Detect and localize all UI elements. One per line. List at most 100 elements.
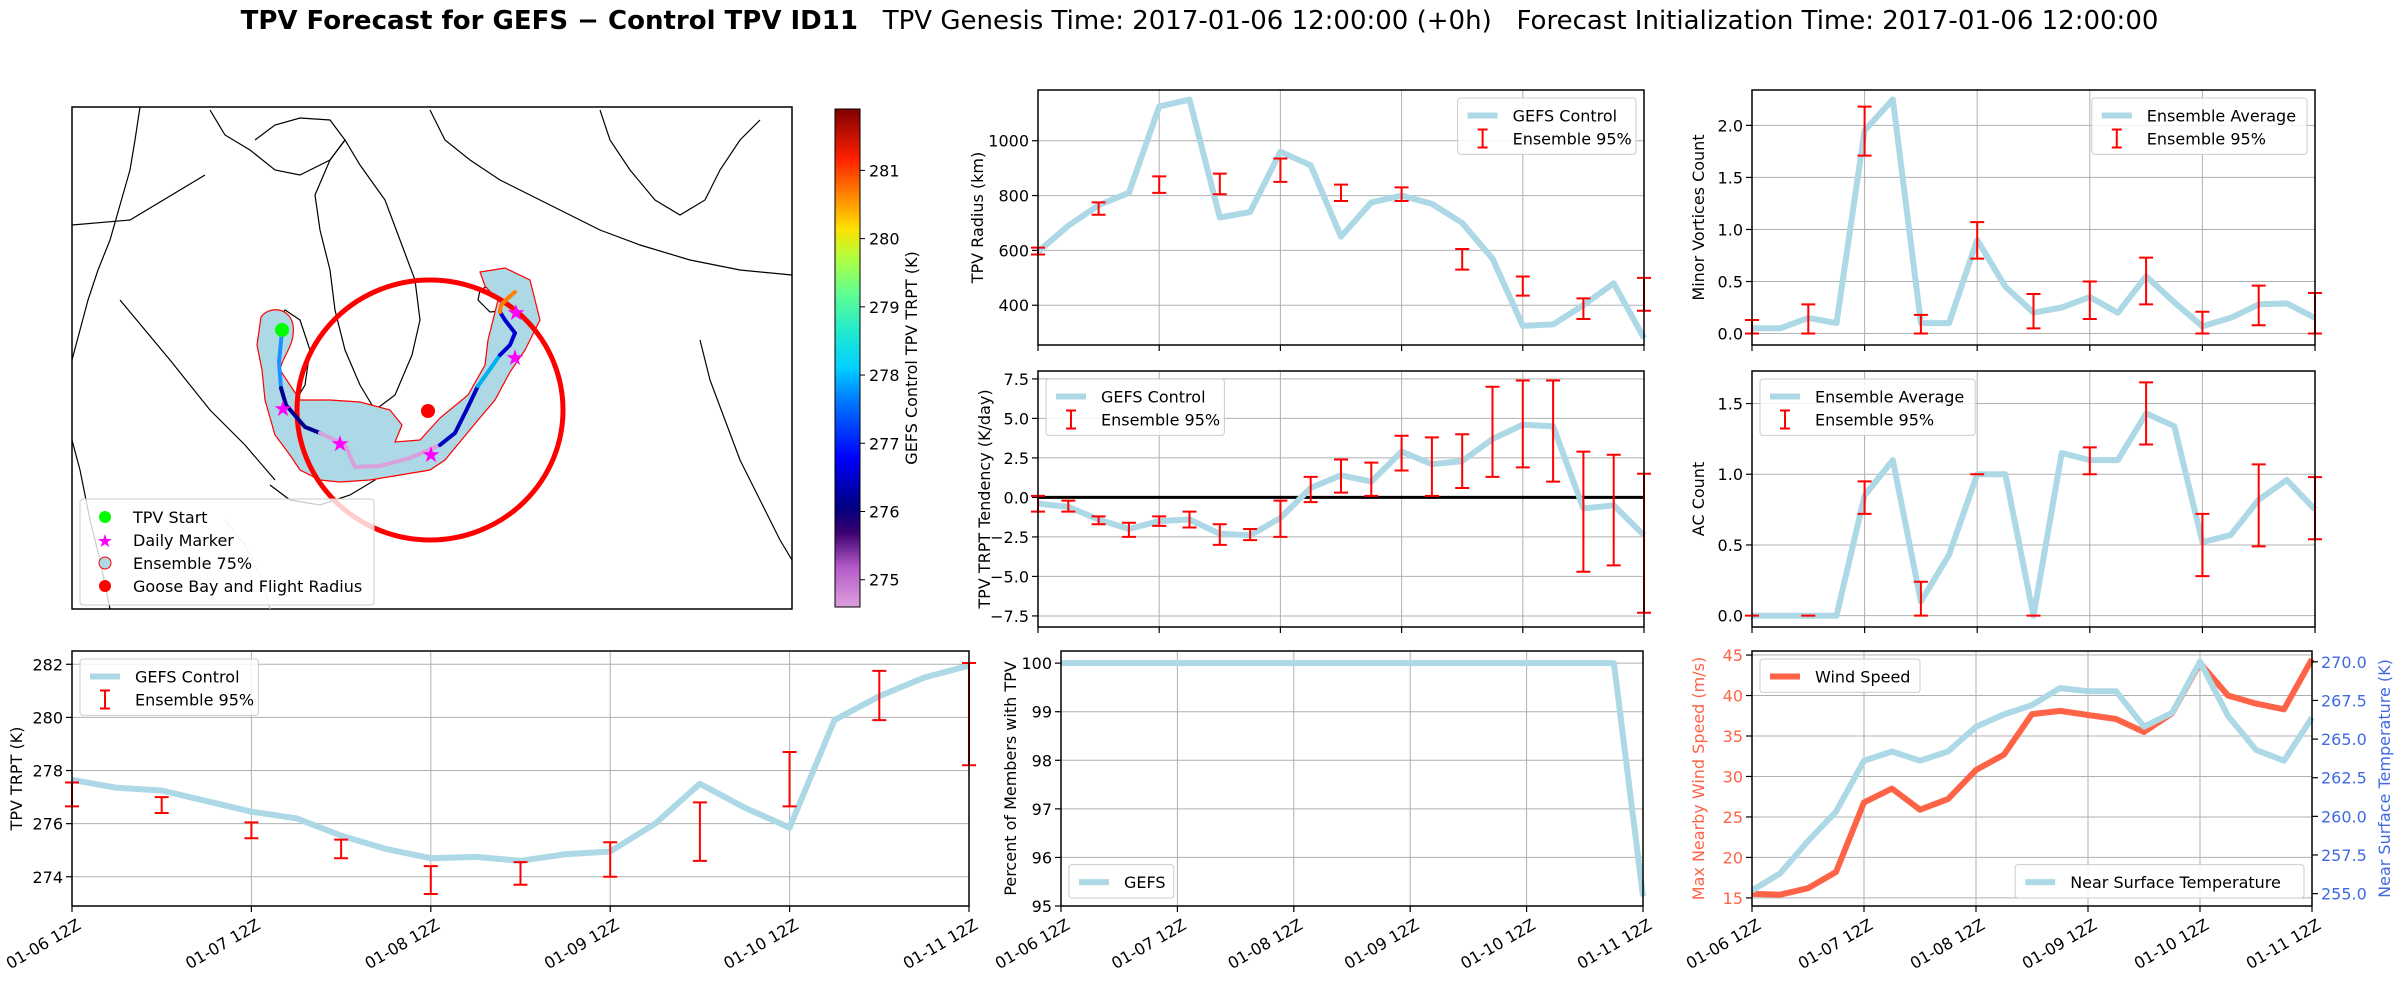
y-right-tick-label: 270.0 bbox=[2321, 653, 2367, 672]
error-bar bbox=[1091, 515, 1106, 526]
y-tick-label: −2.5 bbox=[990, 528, 1029, 547]
y-tick-label: 40 bbox=[1723, 687, 1743, 706]
error-bar bbox=[1857, 105, 1872, 157]
error-bar bbox=[1273, 499, 1288, 538]
error-bar bbox=[2082, 446, 2097, 476]
error-bar bbox=[1182, 510, 1197, 529]
y-right-tick-label: 265.0 bbox=[2321, 730, 2367, 749]
x-tick-label: 01-06 12Z bbox=[992, 915, 1073, 973]
error-bar bbox=[154, 796, 169, 815]
axes-frame bbox=[1037, 89, 1645, 346]
coast-europe bbox=[429, 109, 792, 276]
colorbar-gradient bbox=[834, 108, 861, 608]
chart-percent-members: 01-06 12Z 01-07 12Z 01-08 12Z 01-09 12Z 01-1… bbox=[992, 650, 1655, 973]
error-bar bbox=[1091, 201, 1106, 216]
daily-marker: ★ bbox=[273, 397, 293, 422]
y-tick-label: 95 bbox=[1032, 897, 1052, 916]
error-bar bbox=[1455, 248, 1470, 271]
legend-label: Ensemble Average bbox=[2147, 107, 2296, 126]
map-legend-label: Goose Bay and Flight Radius bbox=[133, 577, 362, 596]
legend-errorbar-icon bbox=[1780, 409, 1790, 430]
error-bar bbox=[1515, 379, 1530, 469]
chart-wind-temp: 01-06 12Z 01-07 12Z 01-08 12Z 01-09 12Z 01-1… bbox=[1683, 646, 2394, 973]
y-tick-label: 1000 bbox=[988, 132, 1029, 151]
y-tick-label: 1.5 bbox=[1718, 395, 1743, 414]
series-line-near-surface-temperature bbox=[1750, 658, 2315, 894]
legend-ensemble-icon bbox=[98, 556, 112, 570]
error-bar bbox=[1212, 172, 1227, 196]
axes-frame bbox=[1037, 370, 1645, 628]
error-bar bbox=[1913, 313, 1928, 335]
x-tick-label: 01-08 12Z bbox=[1225, 915, 1306, 973]
y-tick-label: 280 bbox=[32, 708, 63, 727]
y-axis-label: AC Count bbox=[1689, 462, 1708, 536]
legend-frame bbox=[1045, 378, 1225, 436]
colorbar-tick-label: 280 bbox=[869, 230, 900, 249]
y-axis-label: TPV TRPT Tendency (K/day) bbox=[975, 389, 994, 609]
y-tick-label: 96 bbox=[1032, 848, 1052, 867]
x-tick-label: 01-07 12Z bbox=[1795, 915, 1876, 973]
track-segment bbox=[498, 310, 518, 357]
legend-frame bbox=[1759, 658, 1921, 693]
figure-title: TPV Forecast for GEFS − Control TPV ID11… bbox=[0, 6, 2399, 36]
colorbar-label: GEFS Control TPV TRPT (K) bbox=[902, 251, 921, 464]
error-bar bbox=[2082, 280, 2097, 320]
y-tick-label: 278 bbox=[32, 762, 63, 781]
y-axis-label: Max Nearby Wind Speed (m/s) bbox=[1689, 657, 1708, 900]
error-bar bbox=[1576, 450, 1591, 573]
error-bar bbox=[2251, 463, 2266, 548]
error-bar bbox=[2195, 512, 2210, 578]
legend-errorbar-icon bbox=[1066, 409, 1076, 430]
chart-minor-vortices: 0.0 0.5 1.0 1.5 2.0 Minor Vortices Count Ensem… bbox=[1689, 89, 2322, 351]
daily-marker: ★ bbox=[505, 346, 525, 371]
legend-errorbar-icon bbox=[2111, 128, 2122, 149]
colorbar: 275 276 277 278 279 280 281 GEFS Control TPV T… bbox=[834, 108, 921, 608]
series-line-gefs bbox=[1061, 660, 1646, 897]
map-legend-label: Ensemble 75% bbox=[133, 554, 252, 573]
legend-label: Near Surface Temperature bbox=[2070, 873, 2281, 892]
legend: Near Surface Temperature bbox=[2014, 864, 2305, 899]
map-panel: ★ ★ ★ ★ ★ ★ TPV Start Daily Marker Ensem… bbox=[71, 106, 921, 610]
error-bar bbox=[244, 821, 259, 840]
legend-label: Ensemble 95% bbox=[1815, 411, 1934, 430]
error-bar bbox=[423, 865, 438, 896]
coast-scandinavia bbox=[599, 109, 761, 216]
y-tick-label: 800 bbox=[998, 187, 1029, 206]
legend-goosebay-icon bbox=[99, 580, 111, 592]
y-tick-label: 99 bbox=[1032, 703, 1052, 722]
error-bar bbox=[1121, 521, 1136, 538]
track-segment bbox=[498, 290, 517, 314]
ensemble-75-region bbox=[256, 267, 541, 483]
error-bar bbox=[1424, 436, 1439, 497]
error-bar bbox=[1606, 453, 1621, 567]
error-bar bbox=[1334, 458, 1348, 494]
y-axis-label: Percent of Members with TPV bbox=[1001, 661, 1020, 895]
y-tick-label: 35 bbox=[1723, 727, 1743, 746]
legend-label: Ensemble 95% bbox=[1101, 411, 1220, 430]
coast-alaska bbox=[72, 107, 141, 361]
error-bar bbox=[2251, 284, 2266, 327]
error-bar bbox=[872, 669, 887, 722]
x-tick-label: 01-11 12Z bbox=[1574, 915, 1655, 973]
tpv-track bbox=[276, 290, 518, 470]
legend-frame bbox=[79, 658, 259, 716]
track-segment bbox=[318, 431, 442, 470]
y-tick-label: 97 bbox=[1032, 800, 1052, 819]
error-bar bbox=[2139, 256, 2154, 306]
legend-frame bbox=[1457, 97, 1637, 155]
legend: Wind Speed bbox=[1759, 658, 1921, 693]
y-right-tick-label: 260.0 bbox=[2321, 807, 2367, 826]
daily-marker: ★ bbox=[421, 443, 441, 468]
y-tick-label: 98 bbox=[1032, 751, 1052, 770]
y-right-axis-label: Near Surface Temperature (K) bbox=[2375, 659, 2394, 898]
error-bar bbox=[2026, 293, 2041, 330]
axes-frame bbox=[1751, 89, 2316, 346]
error-bar bbox=[1455, 433, 1470, 489]
y-tick-label: 0.5 bbox=[1718, 536, 1743, 555]
axes-frame bbox=[1751, 370, 2316, 628]
daily-marker: ★ bbox=[330, 432, 350, 457]
coast-greenland bbox=[314, 138, 421, 411]
y-tick-label: 0.0 bbox=[1718, 325, 1743, 344]
y-tick-label: 1.5 bbox=[1718, 168, 1743, 187]
